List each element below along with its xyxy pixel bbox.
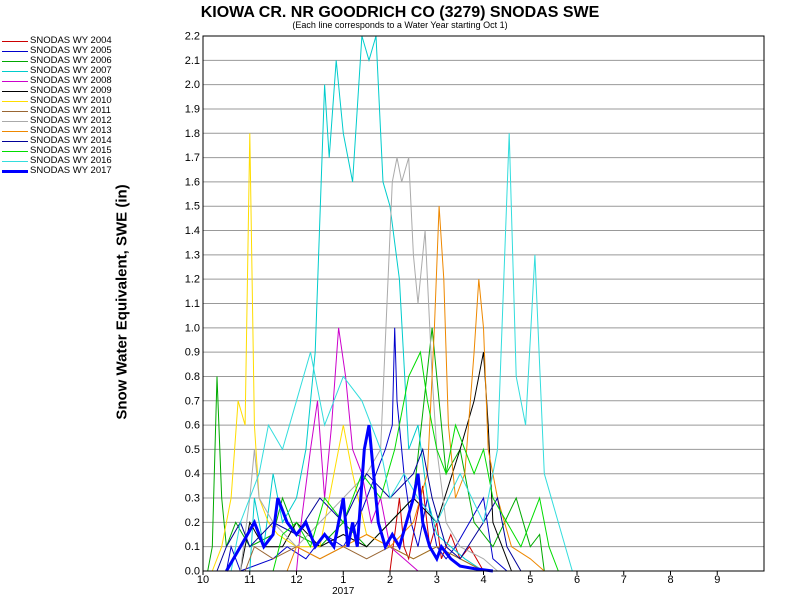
y-tick-label: 0.1 bbox=[185, 541, 200, 553]
grid-lines bbox=[203, 35, 764, 572]
x-tick-label: 5 bbox=[527, 574, 533, 586]
legend-item: SNODAS WY 2013 bbox=[2, 126, 132, 136]
legend-label: SNODAS WY 2012 bbox=[30, 115, 112, 126]
y-tick-label: 0.9 bbox=[185, 347, 200, 359]
x-tick-label: 1 bbox=[340, 574, 346, 586]
chart-subtitle: (Each line corresponds to a Water Year s… bbox=[292, 20, 508, 30]
legend-item: SNODAS WY 2004 bbox=[2, 36, 132, 46]
y-tick-label: 0.3 bbox=[185, 493, 200, 505]
x-tick-label: 12 bbox=[290, 574, 302, 586]
x-tick-label: 6 bbox=[574, 574, 580, 586]
legend-item: SNODAS WY 2012 bbox=[2, 116, 132, 126]
legend-swatch bbox=[2, 90, 28, 92]
legend-swatch bbox=[2, 40, 28, 42]
series-line bbox=[296, 327, 419, 572]
y-tick-label: 1.9 bbox=[185, 103, 200, 115]
legend-swatch bbox=[2, 80, 28, 82]
legend-swatch bbox=[2, 130, 28, 132]
x-tick-label: 4 bbox=[480, 574, 486, 586]
legend-item: SNODAS WY 2014 bbox=[2, 136, 132, 146]
legend-label: SNODAS WY 2014 bbox=[30, 135, 112, 146]
legend-label: SNODAS WY 2004 bbox=[30, 35, 112, 46]
y-tick-label: 0.8 bbox=[185, 371, 200, 383]
legend-item: SNODAS WY 2006 bbox=[2, 56, 132, 66]
y-tick-label: 1.0 bbox=[185, 322, 200, 334]
legend-label: SNODAS WY 2005 bbox=[30, 45, 112, 56]
legend-item: SNODAS WY 2005 bbox=[2, 46, 132, 56]
series-line bbox=[239, 157, 498, 572]
legend: SNODAS WY 2004 SNODAS WY 2005 SNODAS WY 20… bbox=[2, 36, 132, 176]
series-line bbox=[244, 545, 484, 572]
legend-label: SNODAS WY 2010 bbox=[30, 95, 112, 106]
chart-title: KIOWA CR. NR GOODRICH CO (3279) SNODAS S… bbox=[200, 4, 600, 21]
series-line bbox=[272, 350, 559, 572]
y-axis-label: Snow Water Equivalent, SWE (in) bbox=[113, 184, 131, 420]
x-tick-label: 10 bbox=[197, 574, 209, 586]
legend-label: SNODAS WY 2016 bbox=[30, 155, 112, 166]
y-tick-label: 1.5 bbox=[185, 201, 200, 213]
legend-swatch bbox=[2, 160, 28, 162]
legend-label: SNODAS WY 2007 bbox=[30, 65, 112, 76]
x-tick-label: 3 bbox=[434, 574, 440, 586]
legend-label: SNODAS WY 2009 bbox=[30, 85, 112, 96]
legend-swatch bbox=[2, 60, 28, 62]
y-tick-label: 2.2 bbox=[185, 31, 200, 43]
legend-label: SNODAS WY 2017 bbox=[30, 165, 112, 176]
y-tick-label: 0.4 bbox=[185, 468, 200, 480]
legend-swatch bbox=[2, 70, 28, 72]
y-tick-label: 1.2 bbox=[185, 274, 200, 286]
legend-swatch bbox=[2, 100, 28, 102]
legend-item: SNODAS WY 2015 bbox=[2, 146, 132, 156]
legend-label: SNODAS WY 2006 bbox=[30, 55, 112, 66]
y-tick-label: 1.7 bbox=[185, 152, 200, 164]
legend-item: SNODAS WY 2010 bbox=[2, 96, 132, 106]
legend-swatch bbox=[2, 50, 28, 52]
y-tick-label: 1.6 bbox=[185, 176, 200, 188]
series-lines bbox=[207, 35, 573, 573]
legend-label: SNODAS WY 2015 bbox=[30, 145, 112, 156]
y-tick-label: 0.0 bbox=[185, 566, 200, 578]
legend-item: SNODAS WY 2011 bbox=[2, 106, 132, 116]
legend-label: SNODAS WY 2008 bbox=[30, 75, 112, 86]
x-tick-label: 7 bbox=[621, 574, 627, 586]
legend-swatch bbox=[2, 110, 28, 112]
series-line bbox=[225, 424, 494, 573]
y-tick-label: 2.0 bbox=[185, 79, 200, 91]
y-tick-label: 0.7 bbox=[185, 395, 200, 407]
legend-swatch bbox=[2, 120, 28, 122]
y-tick-label: 0.2 bbox=[185, 517, 200, 529]
x-year-label: 2017 bbox=[332, 586, 355, 597]
legend-swatch bbox=[2, 169, 28, 173]
series-line bbox=[230, 133, 573, 572]
x-tick-label: 8 bbox=[667, 574, 673, 586]
legend-swatch bbox=[2, 150, 28, 152]
y-tick-label: 1.3 bbox=[185, 249, 200, 261]
y-tick-labels: 0.0 0.1 0.2 0.3 0.4 0.5 0.6 0.7 0.8 0.9 1.0 1.1 1.2 1… bbox=[185, 31, 200, 578]
legend-item: SNODAS WY 2009 bbox=[2, 86, 132, 96]
legend-item: SNODAS WY 2016 bbox=[2, 156, 132, 166]
series-line bbox=[389, 485, 484, 572]
y-tick-label: 0.5 bbox=[185, 444, 200, 456]
legend-swatch bbox=[2, 140, 28, 142]
x-tick-label: 2 bbox=[387, 574, 393, 586]
legend-item: SNODAS WY 2017 bbox=[2, 166, 132, 176]
x-tick-label: 9 bbox=[714, 574, 720, 586]
y-tick-label: 1.4 bbox=[185, 225, 200, 237]
x-tick-label: 11 bbox=[244, 574, 255, 586]
y-tick-label: 1.1 bbox=[185, 298, 200, 310]
legend-item: SNODAS WY 2007 bbox=[2, 66, 132, 76]
y-tick-label: 2.1 bbox=[185, 55, 200, 67]
y-tick-label: 1.8 bbox=[185, 128, 200, 140]
y-tick-label: 0.6 bbox=[185, 420, 200, 432]
legend-label: SNODAS WY 2011 bbox=[30, 105, 111, 116]
legend-item: SNODAS WY 2008 bbox=[2, 76, 132, 86]
legend-label: SNODAS WY 2013 bbox=[30, 125, 112, 136]
